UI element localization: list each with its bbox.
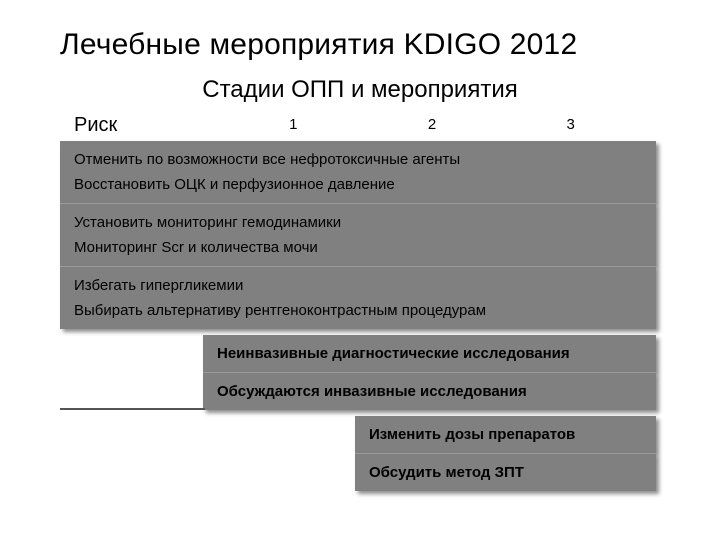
stage-header-row: Риск 1 2 3 [60, 114, 680, 137]
bar-line: Обсудить метод ЗПТ [369, 460, 644, 485]
bar-line: Восстановить ОЦК и перфузионное давление [74, 172, 644, 197]
bar-line: Отменить по возможности все нефротоксичн… [74, 147, 644, 172]
slide: Лечебные мероприятия KDIGO 2012 Стадии О… [0, 0, 720, 540]
bar-group2: Обсуждаются инвазивные исследования [203, 372, 656, 410]
bar-group1: Избегать гипергликемии Выбирать альтерна… [60, 266, 656, 329]
stage-risk-label: Риск [74, 114, 224, 137]
bar-group1: Установить мониторинг гемодинамики Монит… [60, 203, 656, 266]
bar-line: Мониторинг Scr и количества мочи [74, 235, 644, 260]
bar-line: Изменить дозы препаратов [369, 422, 644, 447]
bar-group2: Неинвазивные диагностические исследовани… [203, 335, 656, 372]
page-subtitle: Стадии ОПП и мероприятия [40, 76, 680, 104]
bars-container: Отменить по возможности все нефротоксичн… [60, 141, 680, 491]
bar-line: Избегать гипергликемии [74, 273, 644, 298]
bar-line: Обсуждаются инвазивные исследования [217, 379, 644, 404]
stage-number: 1 [283, 116, 303, 133]
bar-group3: Обсудить метод ЗПТ [355, 453, 656, 491]
bar-line: Неинвазивные диагностические исследовани… [217, 341, 644, 366]
bar-group3: Изменить дозы препаратов [355, 416, 656, 453]
stage-number: 2 [422, 116, 442, 133]
bar-line: Выбирать альтернативу рентгеноконтрастны… [74, 298, 644, 323]
stage-numbers: 1 2 3 [224, 114, 680, 133]
column-underline [60, 408, 205, 410]
page-title: Лечебные мероприятия KDIGO 2012 [60, 28, 680, 62]
bar-group1: Отменить по возможности все нефротоксичн… [60, 141, 656, 203]
bar-line: Установить мониторинг гемодинамики [74, 210, 644, 235]
stage-number: 3 [561, 116, 581, 133]
